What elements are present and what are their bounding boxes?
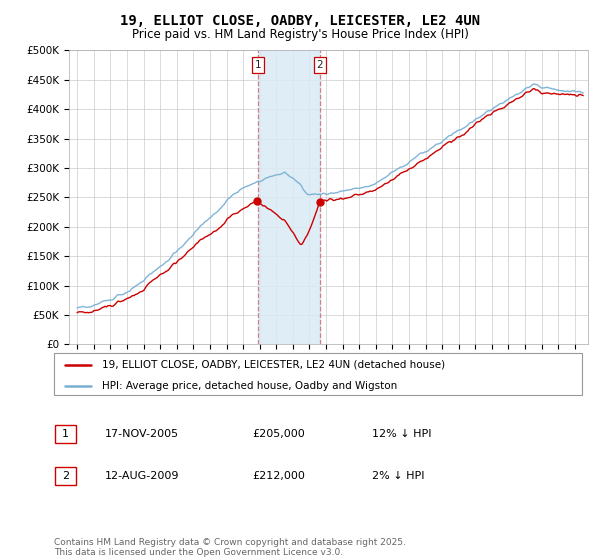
Text: £212,000: £212,000 [252, 471, 305, 481]
Text: 2: 2 [62, 471, 69, 481]
Text: Contains HM Land Registry data © Crown copyright and database right 2025.
This d: Contains HM Land Registry data © Crown c… [54, 538, 406, 557]
Text: 12-AUG-2009: 12-AUG-2009 [105, 471, 179, 481]
Text: 2% ↓ HPI: 2% ↓ HPI [372, 471, 425, 481]
Text: 2: 2 [316, 60, 323, 70]
Text: 19, ELLIOT CLOSE, OADBY, LEICESTER, LE2 4UN (detached house): 19, ELLIOT CLOSE, OADBY, LEICESTER, LE2 … [101, 360, 445, 370]
Text: 1: 1 [254, 60, 261, 70]
Bar [257, 50, 320, 344]
Text: 12% ↓ HPI: 12% ↓ HPI [372, 429, 431, 439]
Text: 17-NOV-2005: 17-NOV-2005 [105, 429, 179, 439]
Text: 19, ELLIOT CLOSE, OADBY, LEICESTER, LE2 4UN: 19, ELLIOT CLOSE, OADBY, LEICESTER, LE2 … [120, 14, 480, 28]
Text: HPI: Average price, detached house, Oadby and Wigston: HPI: Average price, detached house, Oadb… [101, 381, 397, 390]
Text: £205,000: £205,000 [252, 429, 305, 439]
Text: Price paid vs. HM Land Registry's House Price Index (HPI): Price paid vs. HM Land Registry's House … [131, 28, 469, 41]
Text: 1: 1 [62, 429, 69, 439]
